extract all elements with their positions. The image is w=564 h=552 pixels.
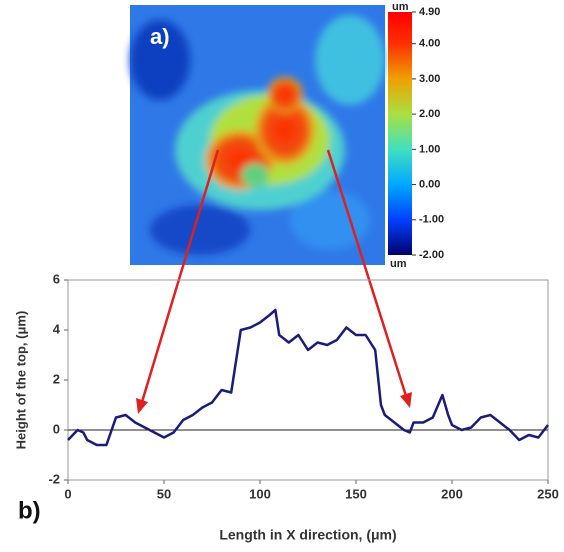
colorbar-unit: um [392,1,409,13]
plot-frame [67,279,549,481]
colorbar-tick-label: 2.00 [419,108,440,120]
colorbar-tick-label: 4.90 [419,6,440,18]
y-tick-label: 6 [53,271,60,286]
panel-label: b) [18,497,41,524]
x-tick-label: 100 [249,486,271,501]
y-tick-label: -2 [48,471,60,486]
x-tick-label: 250 [537,486,559,501]
y-tick-label: 0 [53,421,60,436]
colorbar-tick-label: 3.00 [419,73,440,85]
y-tick-label: 2 [53,371,60,386]
colorbar-tick-label: -1.00 [419,214,444,226]
x-tick-label: 0 [64,486,71,501]
colorbar [388,12,412,255]
y-axis-label: Height of the top, (μm) [13,311,28,450]
colorbar-tick-label: 1.00 [419,143,440,155]
surface-image [130,5,412,414]
x-tick-label: 50 [157,486,171,501]
x-axis-label: Length in X direction, (μm) [219,527,396,543]
colorbar-tick-label: -2.00 [419,249,444,261]
x-tick-label: 200 [441,486,463,501]
colorbar-tick-label: 0.00 [419,178,440,190]
y-tick-label: 4 [53,321,61,336]
colorbar-tick-label: 4.00 [419,38,440,50]
x-tick-label: 150 [345,486,367,501]
panel-label: a) [150,24,170,49]
profile-line [67,308,549,447]
colorbar-unit: um [390,258,407,270]
